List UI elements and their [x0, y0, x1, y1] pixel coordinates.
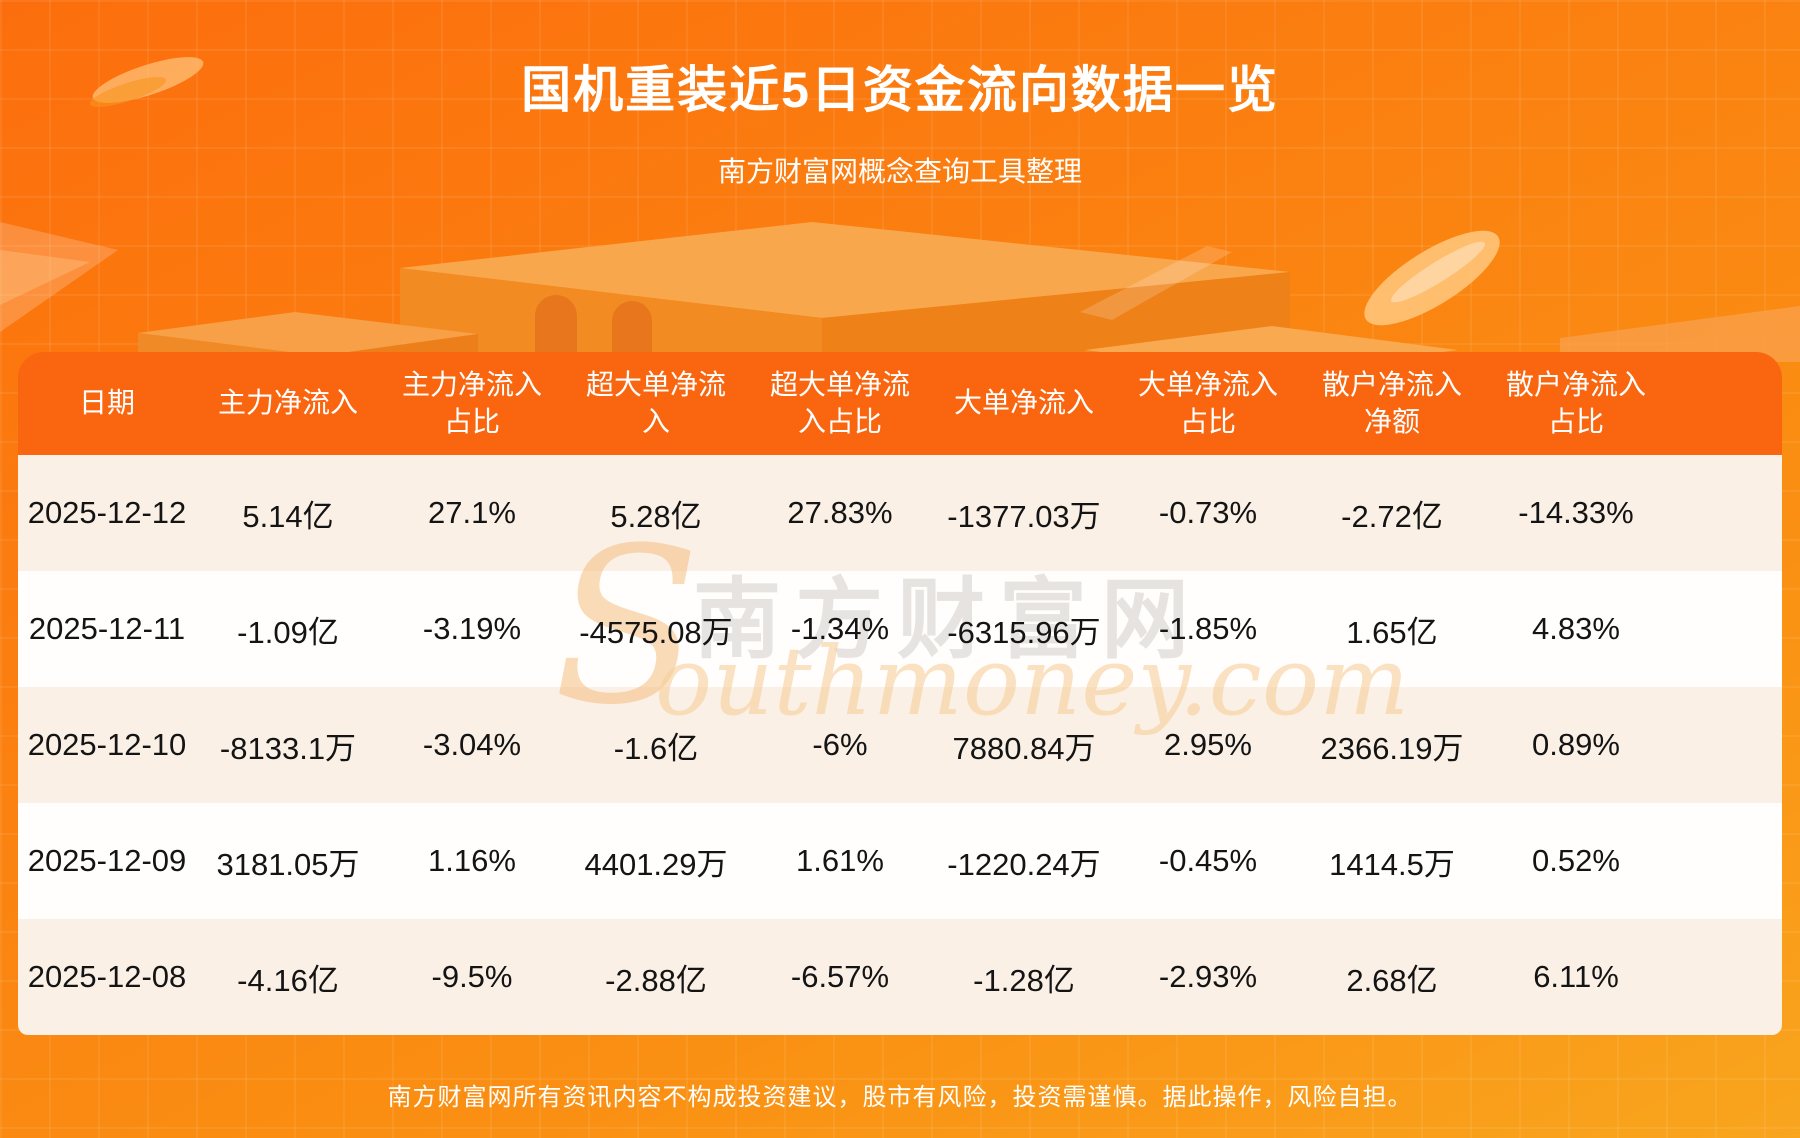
- cell-main-net-inflow: -8133.1万: [219, 730, 357, 766]
- cell-xl-order-net-inflow-ratio: -6%: [812, 727, 868, 762]
- cell-large-order-net-inflow: -1377.03万: [947, 498, 1101, 534]
- table-row: 2025-12-08 -4.16亿 -9.5% -2.88亿 -6.57% -1…: [18, 919, 1782, 1035]
- cell-large-order-net-inflow-ratio: -0.73%: [1158, 495, 1258, 530]
- fund-flow-table: 日期 主力净流入 主力净流入占比 超大单净流入 超大单净流入占比 大单净流入 大…: [18, 352, 1782, 1035]
- podium-graphic: [0, 57, 1800, 362]
- cell-large-order-net-inflow-ratio: -2.93%: [1158, 959, 1258, 994]
- cell-retail-net-inflow: 1414.5万: [1329, 846, 1455, 882]
- table-row: 2025-12-10 -8133.1万 -3.04% -1.6亿 -6% 788…: [18, 687, 1782, 803]
- cell-main-net-inflow-ratio: 27.1%: [428, 495, 516, 530]
- cell-retail-net-inflow: 1.65亿: [1346, 614, 1438, 650]
- cell-xl-order-net-inflow-ratio: -1.34%: [790, 611, 890, 646]
- cell-date: 2025-12-09: [27, 843, 187, 878]
- header-cell-xl-order-net-inflow-ratio: 超大单净流入占比: [769, 368, 910, 437]
- cell-large-order-net-inflow: 7880.84万: [952, 730, 1096, 766]
- disclaimer-text: 南方财富网所有资讯内容不构成投资建议，股市有风险，投资需谨慎。据此操作，风险自担…: [387, 1084, 1413, 1111]
- cell-xl-order-net-inflow-ratio: 27.83%: [787, 495, 893, 530]
- cell-large-order-net-inflow-ratio: 2.95%: [1164, 727, 1252, 762]
- cell-date: 2025-12-12: [27, 495, 187, 530]
- cell-large-order-net-inflow-ratio: -1.85%: [1158, 611, 1258, 646]
- cell-large-order-net-inflow-ratio: -0.45%: [1158, 843, 1258, 878]
- cell-large-order-net-inflow: -6315.96万: [947, 614, 1101, 650]
- cell-date: 2025-12-11: [28, 611, 186, 646]
- header-cell-large-order-net-inflow: 大单净流入: [953, 387, 1094, 419]
- cell-main-net-inflow: 3181.05万: [216, 846, 360, 882]
- page-subtitle: 南方财富网概念查询工具整理: [717, 156, 1082, 187]
- header-cell-main-net-inflow-ratio: 主力净流入占比: [401, 368, 542, 437]
- cell-main-net-inflow-ratio: -3.04%: [422, 727, 522, 762]
- table-header-row: 日期 主力净流入 主力净流入占比 超大单净流入 超大单净流入占比 大单净流入 大…: [18, 352, 1782, 455]
- cell-xl-order-net-inflow: -4575.08万: [579, 614, 733, 650]
- cell-xl-order-net-inflow: -2.88亿: [605, 962, 707, 998]
- cell-retail-net-inflow-ratio: 0.52%: [1532, 843, 1620, 878]
- cell-main-net-inflow-ratio: 1.16%: [428, 843, 516, 878]
- cell-date: 2025-12-10: [27, 727, 187, 762]
- header-cell-retail-net-inflow-ratio: 散户净流入占比: [1505, 368, 1646, 437]
- cell-main-net-inflow: 5.14亿: [242, 498, 334, 534]
- cell-retail-net-inflow-ratio: 0.89%: [1532, 727, 1620, 762]
- header-cell-xl-order-net-inflow: 超大单净流入: [585, 368, 726, 437]
- table-row: 2025-12-12 5.14亿 27.1% 5.28亿 27.83% -137…: [18, 455, 1782, 571]
- header-cell-retail-net-inflow: 散户净流入净额: [1321, 368, 1462, 437]
- cell-retail-net-inflow-ratio: 4.83%: [1532, 611, 1620, 646]
- cell-xl-order-net-inflow: 5.28亿: [610, 498, 702, 534]
- cell-xl-order-net-inflow: -1.6亿: [613, 730, 699, 766]
- header-cell-date: 日期: [78, 387, 135, 419]
- cell-main-net-inflow-ratio: -3.19%: [422, 611, 522, 646]
- cell-xl-order-net-inflow: 4401.29万: [584, 846, 728, 882]
- cell-retail-net-inflow-ratio: -14.33%: [1518, 495, 1634, 530]
- cell-xl-order-net-inflow-ratio: -6.57%: [790, 959, 890, 994]
- cell-retail-net-inflow: 2.68亿: [1346, 962, 1438, 998]
- page-title: 国机重装近5日资金流向数据一览: [521, 62, 1279, 118]
- cell-date: 2025-12-08: [27, 959, 187, 994]
- table-row: 2025-12-11 -1.09亿 -3.19% -4575.08万 -1.34…: [18, 571, 1782, 687]
- header-cell-large-order-net-inflow-ratio: 大单净流入占比: [1137, 368, 1278, 437]
- cell-retail-net-inflow: -2.72亿: [1341, 498, 1443, 534]
- cell-main-net-inflow: -1.09亿: [237, 614, 339, 650]
- cell-retail-net-inflow-ratio: 6.11%: [1533, 959, 1619, 994]
- cell-main-net-inflow-ratio: -9.5%: [431, 959, 513, 994]
- cell-large-order-net-inflow: -1.28亿: [973, 962, 1075, 998]
- cell-large-order-net-inflow: -1220.24万: [947, 846, 1101, 882]
- cell-main-net-inflow: -4.16亿: [237, 962, 339, 998]
- table-row: 2025-12-09 3181.05万 1.16% 4401.29万 1.61%…: [18, 803, 1782, 919]
- cell-xl-order-net-inflow-ratio: 1.61%: [796, 843, 884, 878]
- cell-retail-net-inflow: 2366.19万: [1320, 730, 1464, 766]
- header-cell-main-net-inflow: 主力净流入: [217, 387, 358, 419]
